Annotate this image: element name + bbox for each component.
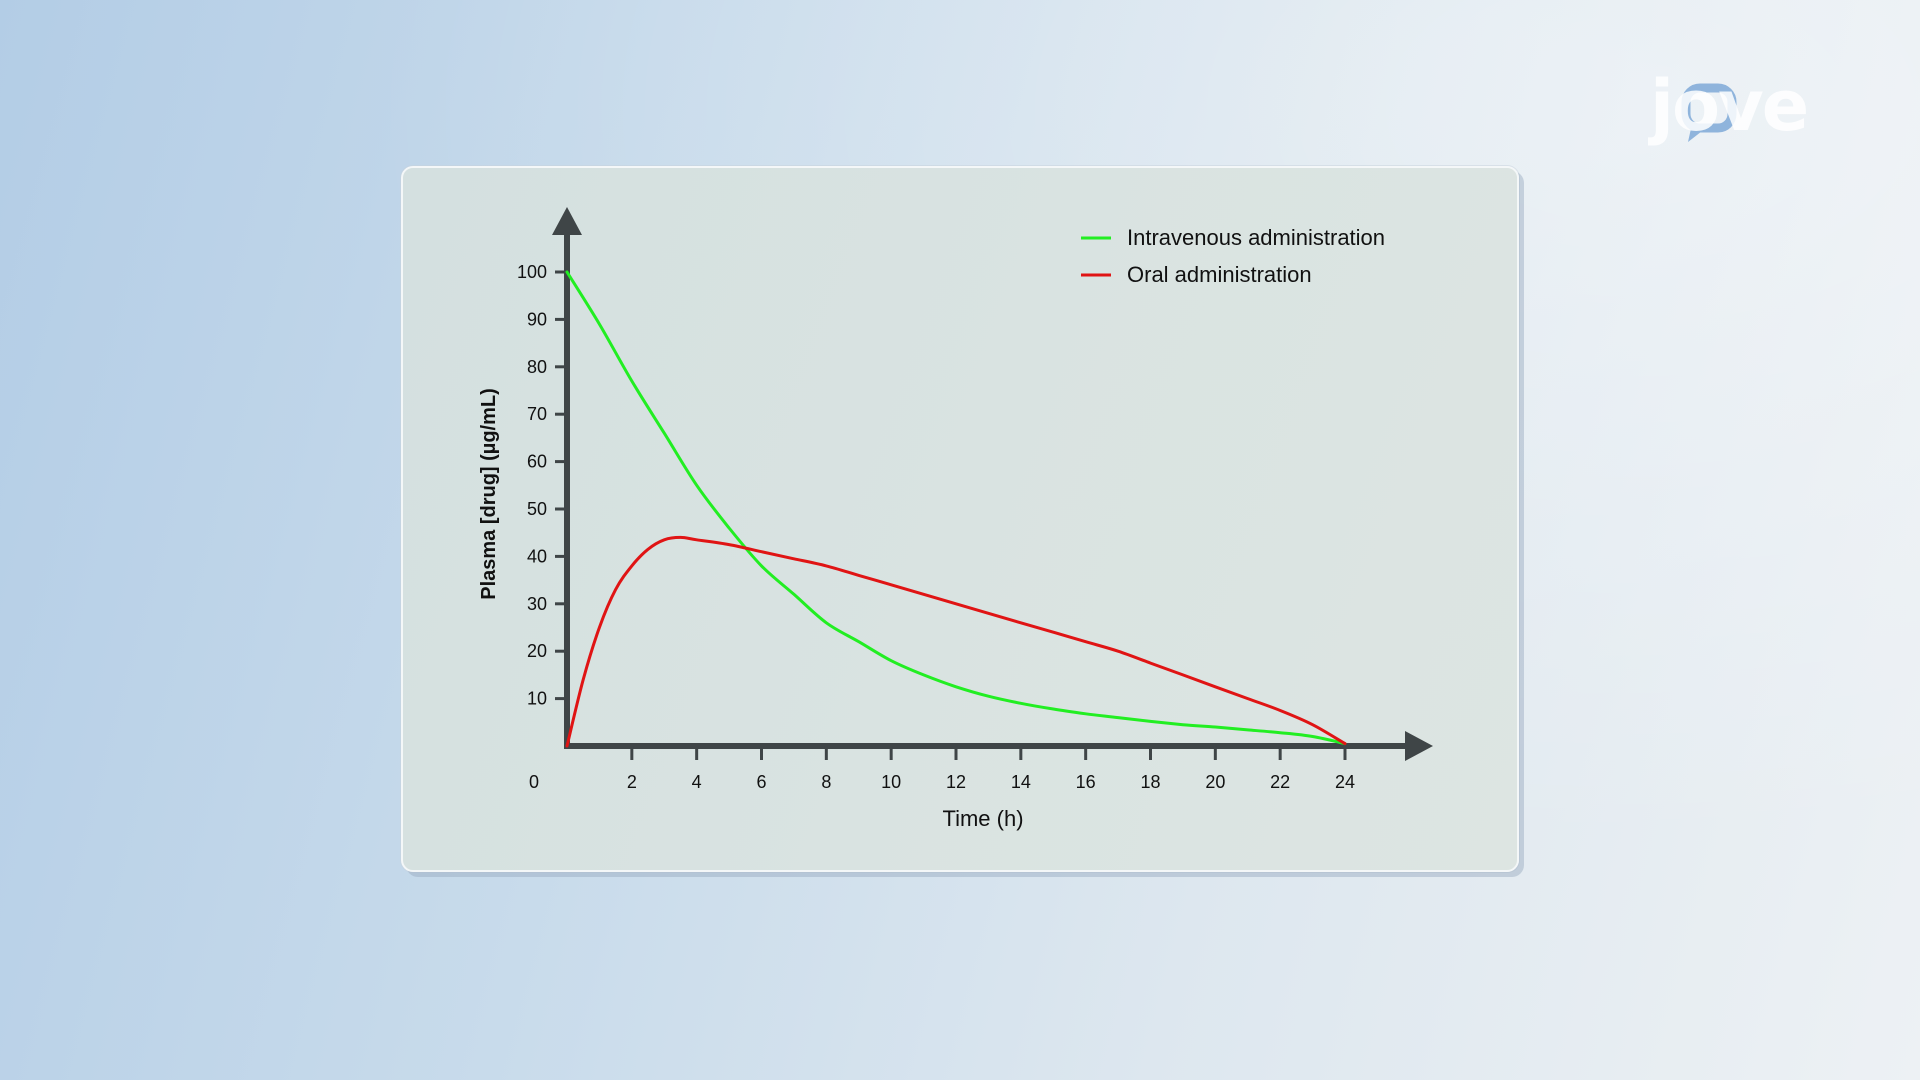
x-tick-label: 4	[692, 772, 702, 792]
iv-series-line	[565, 270, 1347, 746]
x-tick-label: 8	[821, 772, 831, 792]
jove-logo: jove	[1648, 65, 1809, 147]
x-tick-label: 0	[529, 772, 539, 792]
y-axis-label: Plasma [drug] (µg/mL)	[478, 388, 500, 600]
y-tick-label: 100	[517, 262, 547, 282]
legend-item-oral: Oral administration	[1081, 262, 1312, 287]
legend-label: Oral administration	[1127, 262, 1312, 287]
oral-series-line	[565, 535, 1347, 748]
chart-svg: 0 2 4 6 8 10 12 14 16 18 20 22 241020304050607080901…	[478, 207, 1433, 831]
x-tick-label: 2	[627, 772, 637, 792]
x-tick-label: 6	[756, 772, 766, 792]
chart-legend: Intravenous administration Oral administr…	[1081, 225, 1385, 287]
y-tick-label: 20	[527, 641, 547, 661]
y-tick-label: 10	[527, 689, 547, 709]
y-tick-label: 40	[527, 546, 547, 566]
y-tick-label: 60	[527, 452, 547, 472]
x-tick-label: 14	[1011, 772, 1031, 792]
y-tick-label: 30	[527, 594, 547, 614]
x-tick-label: 16	[1076, 772, 1096, 792]
chart-series	[565, 270, 1347, 748]
y-tick-label: 90	[527, 309, 547, 329]
y-axis-arrow	[552, 207, 582, 235]
x-tick-label: 18	[1140, 772, 1160, 792]
chart-ticks: 0 2 4 6 8 10 12 14 16 18 20 22 241020304050607080901…	[517, 262, 1355, 792]
chart-axes	[552, 207, 1433, 761]
x-axis-label: Time (h)	[942, 806, 1023, 831]
y-tick-label: 70	[527, 404, 547, 424]
chart-card: 0 2 4 6 8 10 12 14 16 18 20 22 24 10 20 30 40 50 60 70 80 90 1…	[401, 166, 1519, 872]
legend-label: Intravenous administration	[1127, 225, 1385, 250]
x-tick-label: 12	[946, 772, 966, 792]
x-tick-label: 22	[1270, 772, 1290, 792]
x-tick-label: 20	[1205, 772, 1225, 792]
x-axis-arrow	[1405, 731, 1433, 761]
y-tick-label: 80	[527, 357, 547, 377]
legend-item-intravenous: Intravenous administration	[1081, 225, 1385, 250]
logo-icon	[1681, 83, 1737, 142]
x-tick-label: 24	[1335, 772, 1355, 792]
logo-text: jove	[1648, 65, 1807, 147]
y-tick-label: 50	[527, 499, 547, 519]
x-tick-label: 10	[881, 772, 901, 792]
